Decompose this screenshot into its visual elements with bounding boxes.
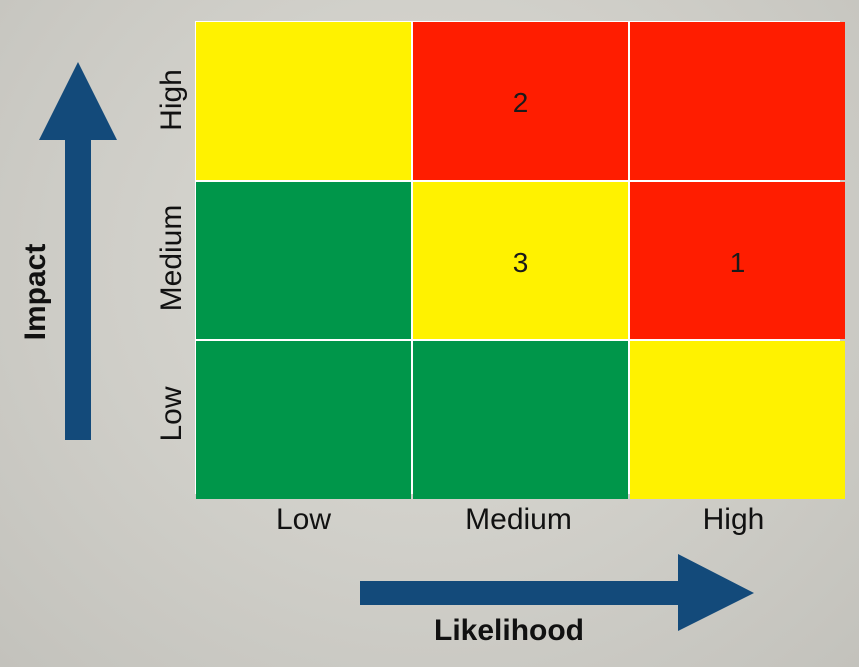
cell-medium-medium: 3 [413,182,628,339]
col-label-medium: Medium [465,503,572,536]
likelihood-arrow-shape [360,554,754,631]
cell-high-medium: 2 [413,22,628,180]
risk-matrix: 2 3 1 [195,21,845,499]
arrow-up-icon [39,62,117,440]
cell-low-medium [413,341,628,499]
cell-label: 3 [512,246,529,278]
impact-axis-title: Impact [19,243,52,341]
row-label-medium: Medium [155,204,188,312]
cell-high-low [196,22,411,180]
cell-low-low [196,341,411,499]
arrow-right-icon [360,554,754,631]
cell-label: 1 [729,246,746,278]
col-label-high: High [702,503,765,536]
impact-arrow-shape [39,62,117,440]
cell-high-high [630,22,845,180]
cell-medium-high: 1 [630,182,845,339]
cell-label: 2 [512,87,529,118]
row-label-low: Low [155,386,188,442]
cell-low-high [630,341,845,499]
col-label-low: Low [275,503,332,536]
likelihood-axis-title: Likelihood [434,614,584,647]
row-label-high: High [155,69,188,131]
cell-medium-low [196,182,411,339]
